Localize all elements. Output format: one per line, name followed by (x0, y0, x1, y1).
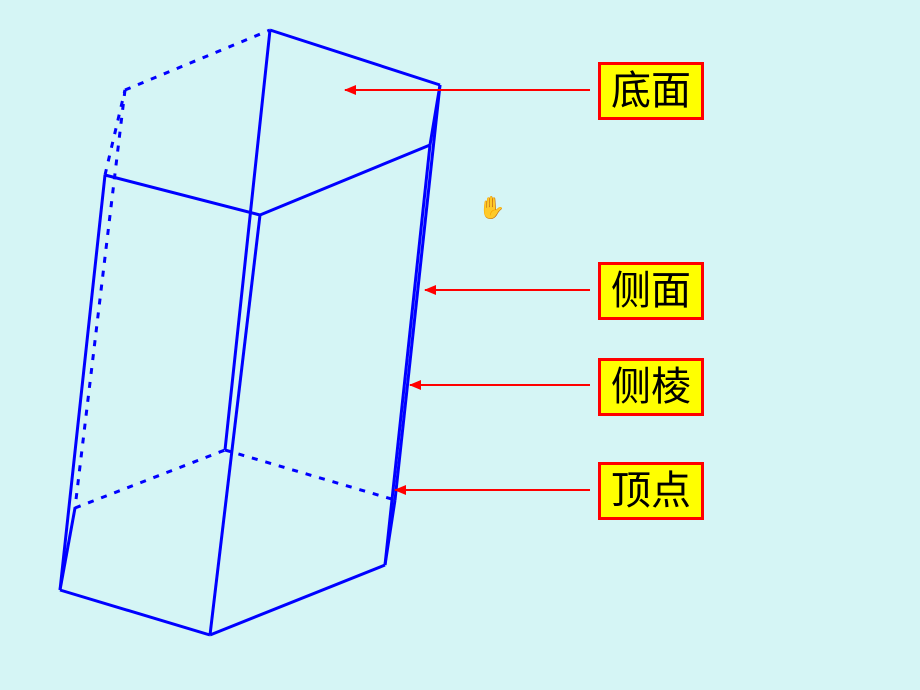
label-box: 顶点 (598, 462, 704, 520)
prism-diagram (0, 0, 920, 690)
label-box: 底面 (598, 62, 704, 120)
label-box: 侧棱 (598, 358, 704, 416)
prism-edges (60, 30, 440, 635)
hand-cursor-icon: ✋ (478, 195, 505, 221)
label-box: 侧面 (598, 262, 704, 320)
callout-arrows (345, 90, 590, 490)
